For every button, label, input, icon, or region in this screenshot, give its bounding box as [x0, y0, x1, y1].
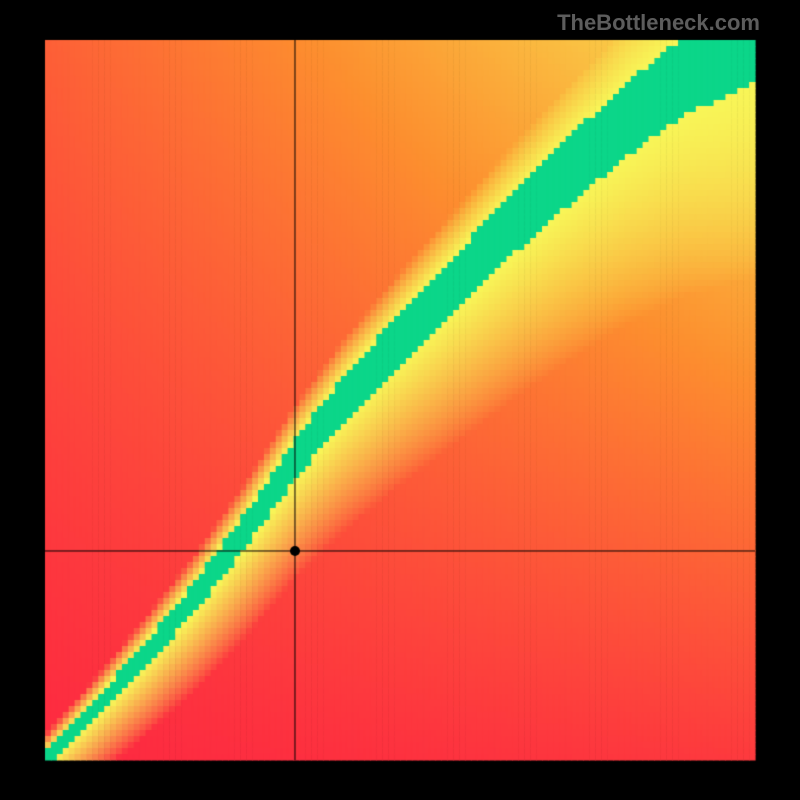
- watermark-text: TheBottleneck.com: [557, 10, 760, 36]
- heatmap-canvas: [0, 0, 800, 800]
- chart-container: TheBottleneck.com: [0, 0, 800, 800]
